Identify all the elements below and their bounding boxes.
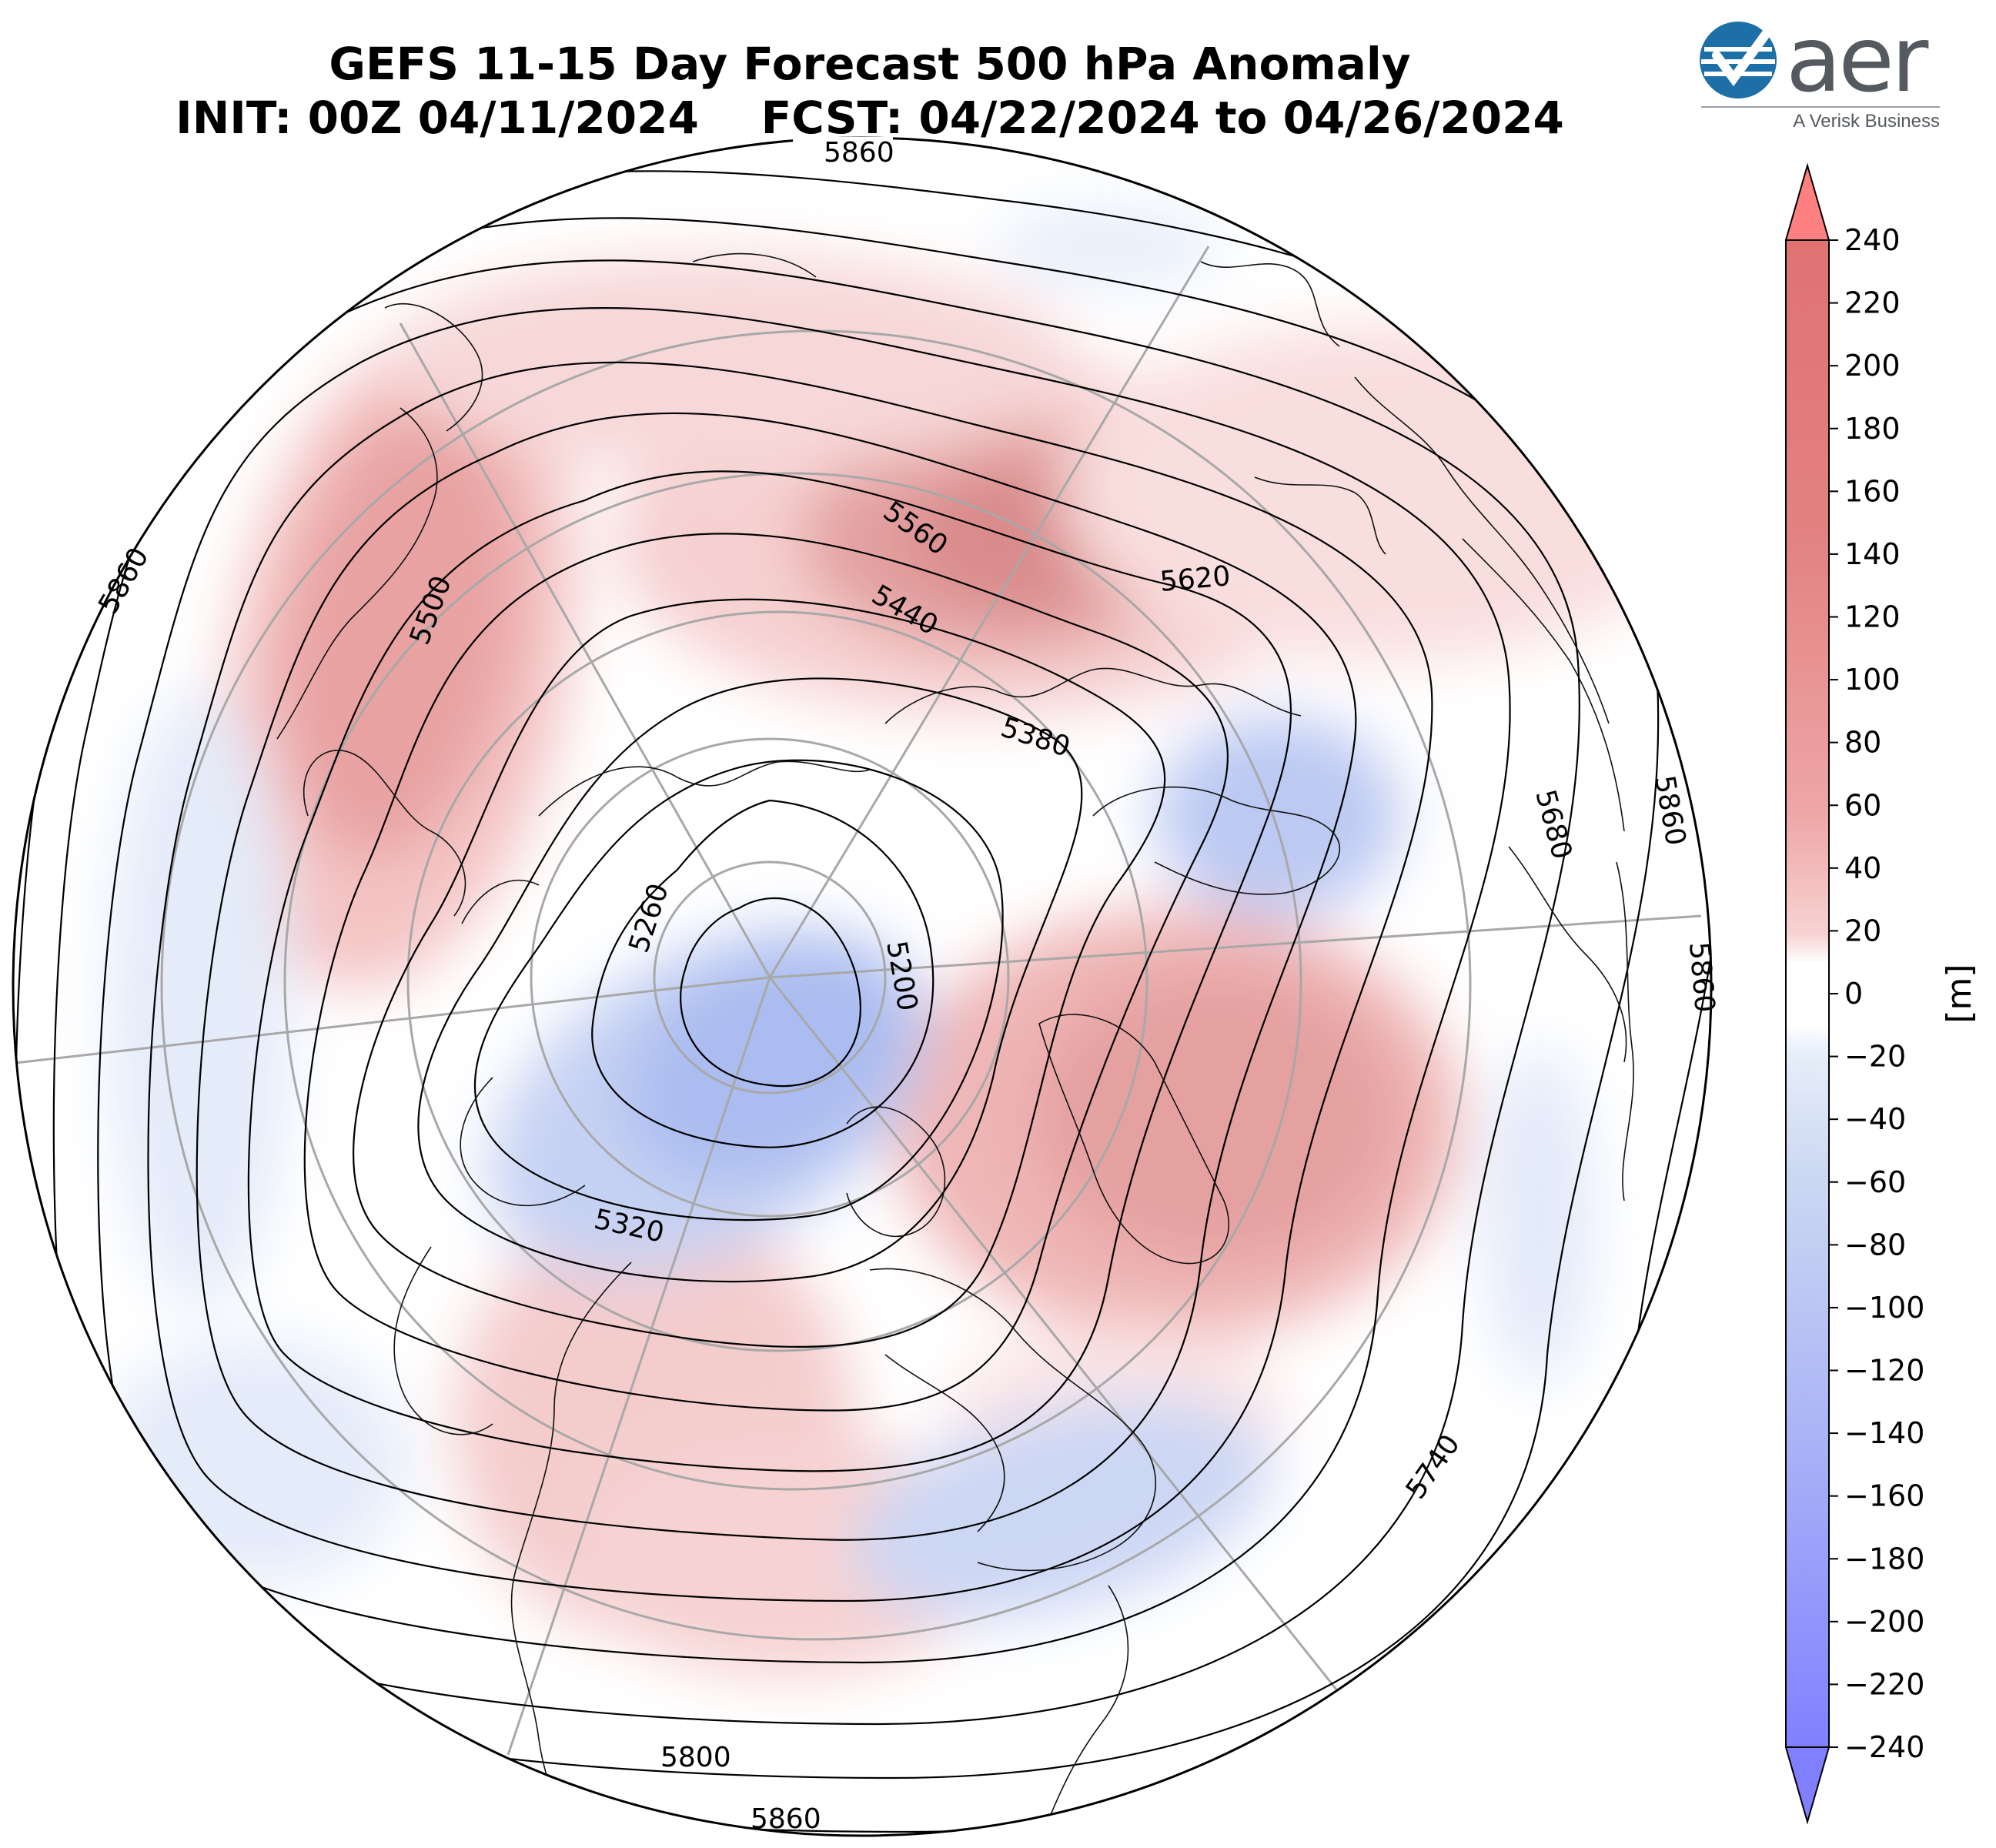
colorbar-tick-label: −20 <box>1844 1040 1906 1074</box>
title-line-1: GEFS 11-15 Day Forecast 500 hPa Anomaly <box>329 38 1411 90</box>
colorbar-tick-label: −120 <box>1844 1354 1924 1388</box>
coastlines <box>276 252 1634 1836</box>
logo-word: aer <box>1786 6 1928 112</box>
colorbar-tick-label: 140 <box>1844 537 1901 571</box>
aer-globe-check-icon <box>1700 22 1777 99</box>
colorbar-tick-label: 60 <box>1844 788 1881 822</box>
colorbar-tick-label: 80 <box>1844 726 1881 760</box>
colorbar-tick-label: −180 <box>1844 1542 1924 1576</box>
logo-divider <box>1701 106 1940 108</box>
colorbar-tick-label: 160 <box>1844 474 1901 508</box>
colorbar-tick-label: −160 <box>1844 1479 1924 1513</box>
contour-label-5860-right-edge: 5860 <box>1683 941 1720 1014</box>
aer-logo: aer A Verisk Business <box>1693 6 1948 132</box>
colorbar-tick-label: 20 <box>1844 914 1881 947</box>
title-line-2: INIT: 00Z 04/11/2024 FCST: 04/22/2024 to… <box>176 92 1564 144</box>
colorbar-tick-label: 180 <box>1844 412 1901 446</box>
colorbar-tick-label: −80 <box>1844 1228 1906 1262</box>
logo-tagline: A Verisk Business <box>1793 111 1940 132</box>
colorbar-tick-label: 220 <box>1844 286 1901 320</box>
colorbar-extend-bottom <box>1784 1746 1831 1825</box>
colorbar-tick-label: 240 <box>1844 223 1901 257</box>
colorbar-unit-label: [m] <box>1940 964 1979 1023</box>
colorbar: 240220200180160140120100806040200−20−40−… <box>1784 162 1979 1825</box>
colorbar-fill <box>1786 240 1829 1747</box>
contour-label-5620: 5620 <box>1158 560 1232 598</box>
colorbar-tick-label: −200 <box>1844 1605 1924 1639</box>
colorbar-tick-label: 120 <box>1844 600 1901 634</box>
colorbar-tick-label: −40 <box>1844 1102 1906 1136</box>
anomaly-positive-siberia-ural <box>385 254 1078 470</box>
colorbar-tick-label: −100 <box>1844 1291 1924 1325</box>
colorbar-tick-label: −140 <box>1844 1416 1924 1450</box>
colorbar-tick-label: 200 <box>1844 349 1901 383</box>
colorbar-extend-top <box>1784 162 1831 241</box>
colorbar-tick-label: −240 <box>1844 1730 1924 1764</box>
contour-label-5800: 5800 <box>660 1742 731 1773</box>
colorbar-tick-label: 0 <box>1844 977 1863 1011</box>
contour-label-5860-top: 5860 <box>824 137 894 169</box>
map-title: GEFS 11-15 Day Forecast 500 hPa Anomaly … <box>100 37 1640 145</box>
colorbar-tick-label: 100 <box>1844 663 1901 697</box>
anomaly-negative-europe-west <box>1155 716 1401 916</box>
colorbar-tick-label: −220 <box>1844 1667 1924 1701</box>
contour-label-5860-bottom: 5860 <box>751 1803 821 1835</box>
colorbar-tick-label: 40 <box>1844 851 1881 885</box>
colorbar-ticks: 240220200180160140120100806040200−20−40−… <box>1829 223 1924 1764</box>
colorbar-tick-label: −60 <box>1844 1165 1906 1199</box>
graticule <box>15 246 1702 1756</box>
